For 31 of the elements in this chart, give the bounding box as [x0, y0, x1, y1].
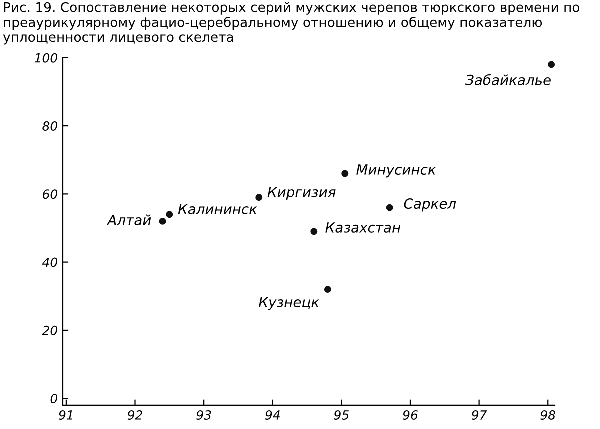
annotation: Казахстан [326, 222, 401, 233]
point [310, 228, 318, 236]
x-tick-label: 94 [265, 410, 280, 420]
chart-title: Рис. 19. Сопоставление некоторых серий мужских черепов тюркского времени по преаурикулярному фацио-церебральному отношению и общему показателю уплощенности лицевого скелета [3, 2, 580, 45]
annotation: Забайкалье [466, 74, 551, 86]
y-tick-label: 60 [43, 190, 58, 200]
annotation: Кузнецк [259, 297, 320, 310]
x-tick-label: 92 [128, 410, 142, 420]
y-tick-label: 80 [42, 122, 58, 131]
x-tick-label: 96 [403, 410, 418, 420]
x-tick-label: 91 [59, 410, 72, 420]
point [548, 61, 555, 68]
y-tick-label: 0 [50, 394, 58, 404]
point [386, 204, 394, 212]
point [342, 170, 349, 178]
y-tick-label: 20 [42, 326, 58, 336]
point [324, 286, 332, 294]
point [159, 218, 166, 225]
y-tick-label: 40 [42, 258, 58, 268]
annotation: Минусинск [356, 164, 436, 178]
x-tick-label: 93 [196, 410, 212, 420]
annotation: Алтай [106, 214, 152, 226]
x-tick-label: 97 [472, 410, 488, 420]
annotation: Калининск [178, 204, 258, 214]
y-tick-label: 100 [34, 53, 58, 63]
x-tick-label: 98 [540, 410, 556, 420]
x-tick-label: 95 [334, 410, 349, 420]
point [166, 211, 174, 218]
point [256, 194, 263, 202]
annotation: Киргизия [268, 187, 336, 200]
annotation: Саркел [404, 198, 456, 212]
